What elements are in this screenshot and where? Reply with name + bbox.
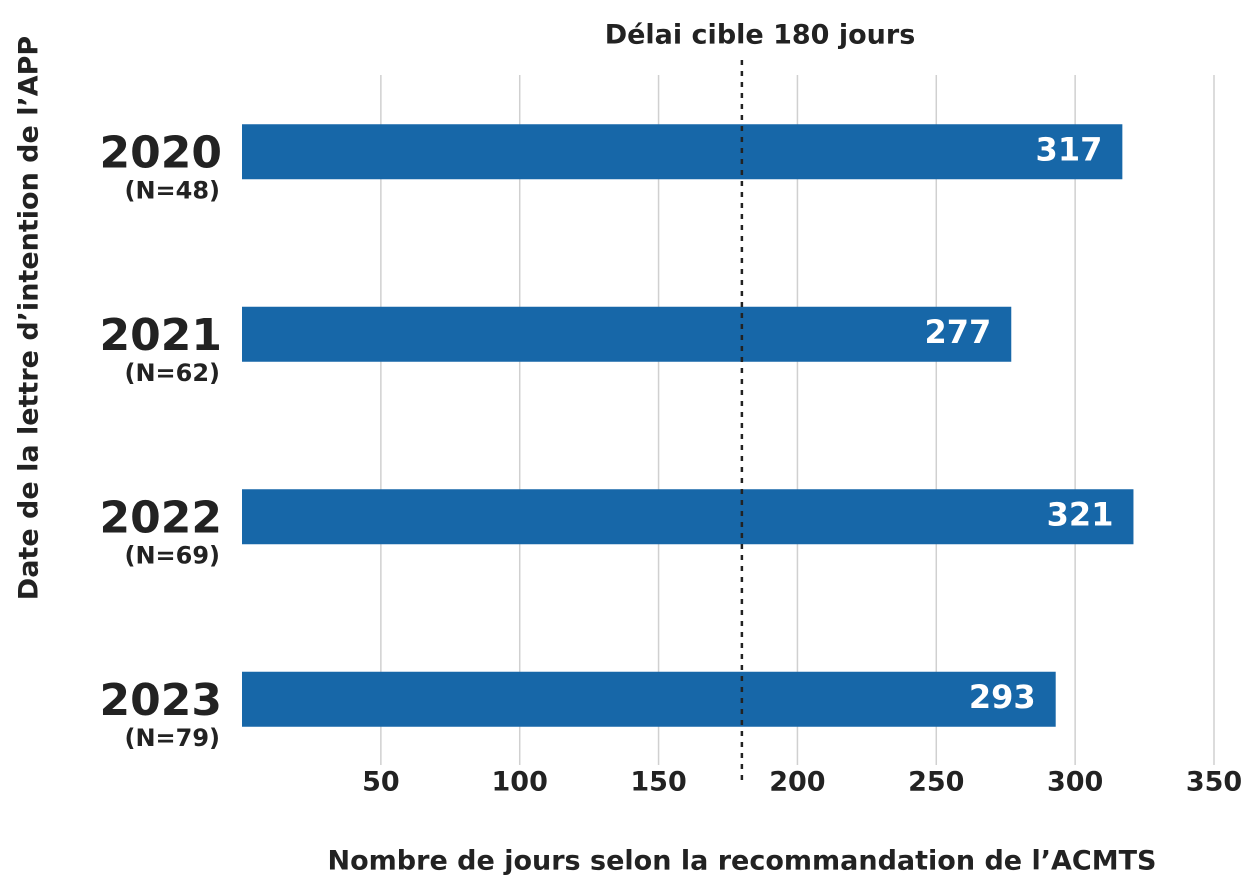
value-label: 321: [1047, 495, 1114, 533]
value-label: 293: [969, 678, 1036, 716]
y-tick-label: 2022: [100, 492, 222, 543]
y-tick-note: (N=62): [124, 359, 220, 387]
bar: [242, 124, 1123, 180]
y-tick-label: 2023: [100, 675, 222, 726]
y-tick-label: 2021: [100, 310, 222, 361]
x-tick-label: 300: [1047, 767, 1103, 798]
y-tick-note: (N=69): [124, 541, 220, 569]
y-tick-note: (N=79): [124, 724, 220, 752]
y-tick-note: (N=48): [124, 176, 220, 204]
x-axis-label: Nombre de jours selon la recommandation …: [328, 846, 1157, 877]
reference-label: Délai cible 180 jours: [605, 20, 916, 51]
value-label: 277: [924, 313, 991, 351]
value-label: 317: [1036, 130, 1103, 168]
x-tick-label: 250: [908, 767, 964, 798]
y-axis-label: Date de la lettre d’intention de l’APP: [14, 36, 45, 600]
x-tick-label: 200: [769, 767, 825, 798]
bar: [242, 306, 1012, 362]
bar: [242, 489, 1134, 545]
x-tick-label: 100: [492, 767, 548, 798]
x-tick-label: 350: [1186, 767, 1242, 798]
x-tick-label: 50: [362, 767, 400, 798]
y-tick-label: 2020: [100, 127, 222, 178]
x-tick-label: 150: [630, 767, 686, 798]
bar: [242, 671, 1056, 727]
